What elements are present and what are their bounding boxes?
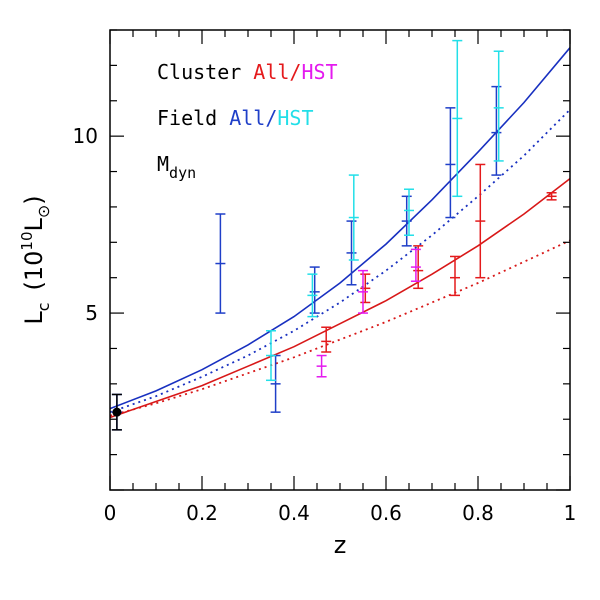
model-curves xyxy=(109,47,571,419)
x-tick-label: 0.4 xyxy=(278,501,310,525)
y-label-symbol: L xyxy=(20,311,48,325)
legend-part: All xyxy=(253,60,289,84)
legend-entry: Cluster All/HST xyxy=(157,60,338,84)
legend-entry: Mdyn xyxy=(157,152,196,182)
plot-frame xyxy=(109,29,571,491)
legend-part: HST xyxy=(277,106,313,130)
legend-label: Field xyxy=(157,106,217,130)
model-curve-dotted xyxy=(109,239,571,417)
legend-part: / xyxy=(265,106,277,130)
plot-frame-rect xyxy=(109,29,571,491)
legend-part: HST xyxy=(301,60,337,84)
x-tick-label: 1 xyxy=(564,501,577,525)
y-label-subscript: c xyxy=(34,302,53,311)
axis-labels: zLc(1010L⊙) xyxy=(18,195,346,559)
y-label-unit-close: ) xyxy=(20,195,48,204)
legend-label: M xyxy=(157,152,169,176)
legend-part: All xyxy=(229,106,265,130)
model-curve-dotted xyxy=(109,108,571,414)
legend-part: / xyxy=(289,60,301,84)
y-label-unit-open: (10 xyxy=(20,251,48,291)
legend-label: Cluster xyxy=(157,60,241,84)
tick-labels: 0 0.2 0.4 0.6 0.8 1 5 10 xyxy=(73,124,577,525)
y-axis-label: Lc(1010L⊙) xyxy=(18,195,53,324)
y-label-unit-subscript: ⊙ xyxy=(34,205,53,218)
x-tick-label: 0.8 xyxy=(462,501,494,525)
y-tick-label: 5 xyxy=(85,301,98,325)
x-tick-label: 0.6 xyxy=(370,501,402,525)
y-label-unit-symbol: L xyxy=(20,217,48,231)
x-axis-label: z xyxy=(334,531,347,559)
model-curve-solid xyxy=(109,47,571,410)
axis-ticks xyxy=(109,29,571,491)
data-errorbars xyxy=(111,39,557,431)
x-tick-label: 0 xyxy=(104,501,117,525)
x-tick-label: 0.2 xyxy=(186,501,218,525)
model-curve-solid xyxy=(109,177,571,419)
y-tick-label: 10 xyxy=(73,124,98,148)
legend-entry: Field All/HST xyxy=(157,106,314,130)
y-label-unit-exponent: 10 xyxy=(18,231,36,250)
legend-subscript: dyn xyxy=(169,164,196,182)
mdyn-point xyxy=(112,407,122,417)
